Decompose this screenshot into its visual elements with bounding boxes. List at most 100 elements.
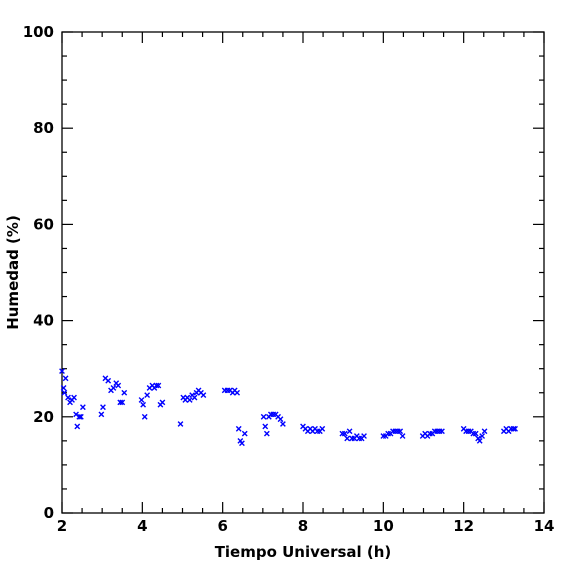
data-point	[472, 430, 479, 437]
data-point	[260, 413, 267, 420]
data-point	[263, 430, 270, 437]
data-point-stroke	[105, 377, 112, 384]
data-point-stroke	[65, 394, 71, 401]
data-point	[277, 416, 284, 423]
data-point-stroke	[138, 397, 145, 403]
data-point-stroke	[319, 425, 326, 432]
data-point-stroke	[277, 416, 284, 423]
data-point-stroke	[397, 428, 404, 435]
data-point	[115, 382, 122, 389]
data-point	[439, 428, 445, 435]
data-point-stroke	[302, 425, 309, 432]
data-point-stroke	[102, 375, 109, 382]
data-point-stroke	[476, 437, 483, 444]
data-point-stroke	[275, 413, 281, 420]
data-point	[481, 428, 488, 435]
data-point-stroke	[200, 392, 207, 399]
data-point	[62, 375, 69, 382]
data-point	[186, 397, 193, 403]
data-point-stroke	[439, 428, 445, 435]
data-point-stroke	[110, 385, 117, 391]
data-point	[141, 413, 148, 420]
data-point-stroke	[189, 392, 196, 399]
data-point	[234, 389, 241, 396]
data-point-stroke	[235, 425, 242, 432]
data-point-stroke	[117, 399, 124, 406]
data-point-stroke	[195, 387, 202, 394]
x-tick-label: 6	[217, 517, 227, 535]
data-point	[61, 389, 68, 396]
data-point	[479, 433, 486, 439]
data-point-stroke	[59, 368, 65, 374]
plot-border	[61, 31, 545, 514]
data-point-stroke	[159, 399, 166, 406]
data-point-stroke	[399, 433, 406, 439]
data-point-stroke	[119, 399, 126, 406]
data-point-stroke	[227, 387, 233, 394]
data-point-stroke	[153, 382, 160, 389]
data-point-stroke	[510, 425, 517, 432]
data-point-stroke	[177, 421, 184, 427]
data-point-stroke	[307, 425, 314, 432]
data-point	[138, 397, 145, 403]
data-points	[59, 368, 518, 447]
y-tick-label: 80	[33, 119, 54, 137]
data-point-stroke	[234, 389, 241, 396]
data-point-stroke	[76, 413, 83, 420]
data-point-stroke	[460, 425, 467, 432]
data-point-stroke	[60, 385, 67, 391]
y-tick-label: 40	[33, 312, 54, 330]
data-point	[177, 421, 184, 427]
data-point	[71, 394, 77, 401]
data-point-stroke	[100, 404, 106, 411]
data-point	[344, 435, 351, 442]
data-point-stroke	[115, 382, 122, 389]
x-tick-label: 14	[534, 517, 555, 535]
x-tick-label: 4	[137, 517, 147, 535]
data-point-stroke	[141, 413, 148, 420]
data-point-stroke	[79, 404, 86, 411]
data-point	[59, 368, 65, 374]
data-point-stroke	[341, 430, 348, 437]
data-point	[65, 394, 71, 401]
data-point	[239, 440, 245, 447]
data-point-stroke	[353, 433, 360, 439]
y-tick-label: 60	[33, 215, 54, 233]
x-tick-label: 10	[373, 517, 394, 535]
data-point-stroke	[344, 435, 351, 442]
y-axis-title: Humedad (%)	[4, 215, 22, 330]
data-point	[100, 404, 106, 411]
data-point	[153, 382, 160, 389]
data-point-stroke	[312, 425, 318, 432]
data-point	[105, 377, 112, 384]
data-point-stroke	[239, 440, 245, 447]
data-point	[200, 392, 207, 399]
data-point	[76, 413, 83, 420]
data-point	[191, 394, 198, 401]
data-point-stroke	[184, 394, 191, 401]
x-axis-title: Tiempo Universal (h)	[215, 543, 392, 561]
data-point-stroke	[503, 425, 510, 432]
data-point	[79, 404, 86, 411]
data-point	[341, 430, 348, 437]
data-point	[361, 433, 367, 439]
data-point-stroke	[468, 428, 474, 435]
data-point	[110, 385, 117, 391]
data-point	[155, 382, 162, 389]
data-point	[117, 399, 124, 406]
data-point-stroke	[260, 413, 267, 420]
data-point	[397, 428, 404, 435]
data-point	[235, 425, 242, 432]
y-tick-label: 100	[23, 23, 54, 41]
data-point-stroke	[280, 421, 286, 427]
data-point-stroke	[74, 423, 81, 430]
y-tick-labels: 0 20 40 60 80 100	[23, 23, 54, 522]
data-point	[512, 425, 518, 432]
data-point-stroke	[346, 428, 353, 435]
data-point-stroke	[191, 394, 198, 401]
data-point-stroke	[272, 411, 279, 418]
data-point-stroke	[361, 433, 367, 439]
data-point-stroke	[262, 423, 269, 430]
data-point	[319, 425, 326, 432]
